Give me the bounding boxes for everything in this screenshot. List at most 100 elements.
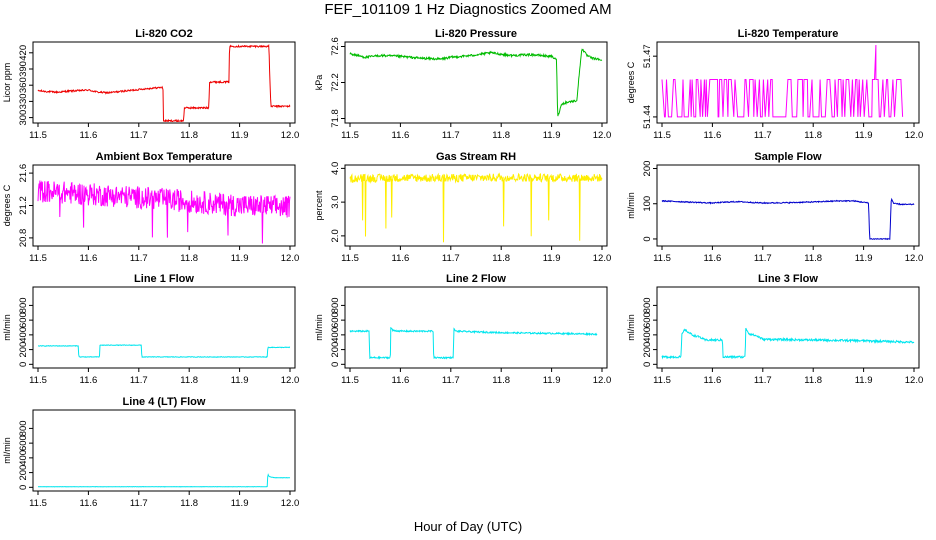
x-tick-label: 11.7 [130, 130, 148, 141]
y-tick-label: 0 [330, 362, 341, 367]
panel-title: Ambient Box Temperature [96, 151, 233, 163]
plot-frame [344, 286, 608, 369]
y-tick-label: 51.44 [642, 105, 653, 129]
y-tick-label: 3.0 [330, 196, 341, 209]
x-tick-label: 11.5 [29, 375, 47, 386]
x-tick-label: 12.0 [281, 253, 300, 264]
chart-panel: Line 4 (LT) Flow ml/min 11.5 11.6 11.7 11.8 11… [2, 396, 299, 509]
y-tick-label: 800 [330, 297, 341, 313]
plot-frame [344, 164, 608, 247]
panel-title: Li-820 Pressure [435, 28, 517, 40]
x-tick-label: 11.9 [543, 375, 561, 386]
plot-frame [32, 286, 296, 369]
x-tick-label: 11.5 [653, 253, 671, 264]
x-tick-label: 11.5 [653, 130, 671, 141]
x-tick-label: 11.5 [341, 130, 359, 141]
y-tick-label: 360 [18, 77, 29, 93]
x-tick-label: 11.6 [704, 375, 722, 386]
x-tick-label: 11.7 [754, 253, 772, 264]
y-tick-label: 20.8 [18, 229, 29, 248]
x-tick-label: 11.8 [804, 130, 822, 141]
y-axis-label: ml/min [2, 437, 12, 464]
x-tick-label: 12.0 [593, 130, 612, 141]
x-tick-label: 11.8 [492, 253, 510, 264]
x-tick-label: 11.6 [392, 253, 410, 264]
y-tick-label: 400 [18, 450, 29, 466]
y-tick-label: 200 [642, 342, 653, 358]
x-tick-label: 11.8 [180, 498, 198, 509]
y-tick-label: 800 [642, 297, 653, 313]
y-tick-label: 600 [18, 435, 29, 451]
y-tick-label: 200 [642, 161, 653, 177]
y-tick-label: 71.8 [330, 109, 341, 128]
y-tick-label: 400 [330, 327, 341, 343]
x-tick-label: 11.6 [704, 130, 722, 141]
x-tick-label: 11.8 [180, 375, 198, 386]
chart-panel: Line 3 Flow ml/min 11.5 11.6 11.7 11.8 11.9 12.… [626, 273, 923, 386]
x-tick-label: 11.7 [442, 253, 460, 264]
x-tick-label: 11.5 [653, 375, 671, 386]
y-tick-label: 300 [18, 110, 29, 126]
x-tick-label: 11.9 [543, 253, 561, 264]
y-tick-label: 21.6 [18, 164, 29, 183]
y-tick-label: 800 [18, 297, 29, 313]
panel-title: Sample Flow [754, 151, 822, 163]
chart-panel: Sample Flow ml/min 11.5 11.6 11.7 11.8 11.9 12.… [626, 151, 923, 264]
x-tick-label: 11.6 [80, 130, 98, 141]
x-tick-label: 11.8 [492, 375, 510, 386]
series-line [37, 180, 291, 244]
y-axis-label: degrees C [2, 184, 12, 226]
x-tick-label: 11.5 [341, 253, 359, 264]
x-tick-label: 11.9 [231, 253, 249, 264]
y-tick-label: 200 [330, 342, 341, 358]
x-tick-label: 12.0 [905, 130, 924, 141]
y-tick-label: 0 [642, 362, 653, 367]
x-tick-label: 11.8 [180, 253, 198, 264]
chart-panel: Li-820 CO2 Licor ppm 11.5 11.6 11.7 11.8 11.9 1… [2, 28, 299, 141]
chart-panels: Li-820 CO2 Licor ppm 11.5 11.6 11.7 11.8 11.9 1… [2, 28, 923, 509]
y-tick-label: 420 [18, 45, 29, 61]
x-tick-label: 11.5 [341, 375, 359, 386]
x-tick-label: 12.0 [905, 375, 924, 386]
y-axis-label: ml/min [626, 314, 636, 341]
chart-panel: Gas Stream RH percent 11.5 11.6 11.7 11.8 11.9… [314, 151, 611, 264]
chart-panel: Line 2 Flow ml/min 11.5 11.6 11.7 11.8 11.9 12.… [314, 273, 611, 386]
series-line [37, 473, 291, 488]
x-tick-label: 12.0 [905, 253, 924, 264]
y-tick-label: 800 [18, 420, 29, 436]
series-line [37, 43, 291, 122]
y-axis-label: ml/min [2, 314, 12, 341]
y-tick-label: 72.2 [330, 73, 341, 92]
x-tick-label: 12.0 [281, 130, 300, 141]
x-tick-label: 11.9 [855, 253, 873, 264]
panel-title: Line 2 Flow [446, 273, 506, 285]
panel-title: Li-820 Temperature [738, 28, 839, 40]
x-tick-label: 11.8 [804, 253, 822, 264]
series-line [349, 48, 603, 117]
y-tick-label: 600 [642, 312, 653, 328]
x-tick-label: 11.9 [855, 375, 873, 386]
y-tick-label: 2.0 [330, 229, 341, 242]
series-line [349, 172, 603, 243]
figure-title: FEF_101109 1 Hz Diagnostics Zoomed AM [324, 1, 611, 18]
plot-frame [656, 286, 920, 369]
y-tick-label: 400 [642, 327, 653, 343]
panel-title: Li-820 CO2 [135, 28, 192, 40]
y-tick-label: 200 [18, 342, 29, 358]
x-tick-label: 11.7 [130, 253, 148, 264]
series-line [661, 44, 904, 118]
x-tick-label: 12.0 [281, 498, 300, 509]
chart-panel: Ambient Box Temperature degrees C 11.5 11.6… [2, 151, 299, 264]
x-tick-label: 11.6 [80, 498, 98, 509]
y-tick-label: 72.6 [330, 37, 341, 56]
y-axis-label: percent [314, 190, 324, 221]
y-axis-label: ml/min [314, 314, 324, 341]
y-tick-label: 0 [18, 485, 29, 490]
figure-xlabel: Hour of Day (UTC) [414, 519, 522, 534]
y-axis-label: Licor ppm [2, 63, 12, 103]
panel-title: Gas Stream RH [436, 151, 516, 163]
y-tick-label: 21.2 [18, 196, 29, 215]
x-tick-label: 11.7 [754, 130, 772, 141]
x-tick-label: 11.5 [29, 253, 47, 264]
y-tick-label: 200 [18, 465, 29, 481]
